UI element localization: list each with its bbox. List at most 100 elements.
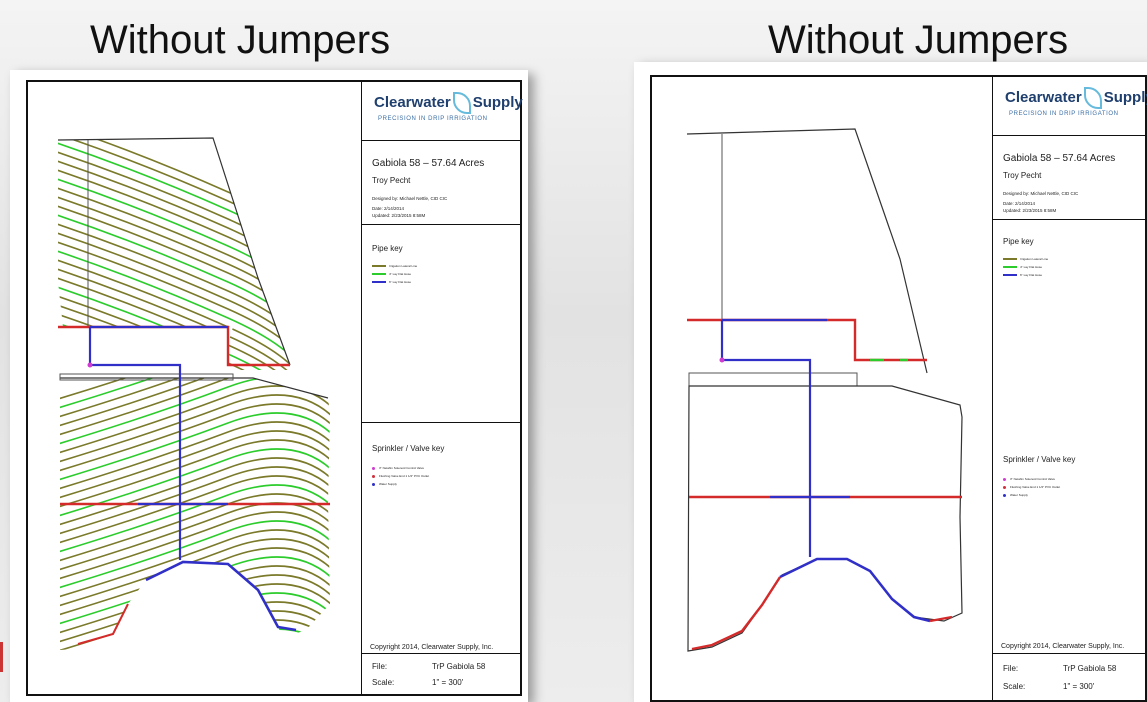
sprinkler-key-label: 3" Netafim Solenoid Control Valve	[1010, 477, 1056, 481]
sprinkler-key-flush: Flushing Valve End 1 1/2" PVC Outlet	[372, 474, 429, 478]
project-info: Gabiola 58 – 57.64 Acres Troy Pecht Desi…	[362, 140, 520, 225]
client-name: Troy Pecht	[372, 176, 411, 185]
date: Date: 2/14/2014	[372, 206, 405, 211]
logo-second-text: Supply	[1103, 88, 1147, 106]
field-boundary	[57, 137, 291, 366]
edge-sliver	[0, 642, 3, 672]
copyright: Copyright 2014, Clearwater Supply, Inc.	[1001, 643, 1125, 650]
contour-line	[60, 378, 330, 403]
dot	[1003, 493, 1006, 497]
contour-line	[60, 378, 330, 430]
sprinkler-key-label: Flushing Valve End 1 1/2" PVC Outlet	[1010, 485, 1061, 489]
file-row: File: TrP Gabiola 58	[372, 662, 485, 671]
leaf-icon	[452, 92, 471, 114]
sprinkler-key-water: Water Supply	[1003, 493, 1028, 497]
scale-label: Scale:	[372, 678, 395, 687]
contour-line	[60, 430, 330, 502]
project-title: Gabiola 58 – 57.64 Acres	[1003, 153, 1116, 164]
valve-marker	[87, 362, 93, 368]
mainline-curve	[145, 560, 297, 632]
swatch	[1003, 258, 1017, 260]
contour-line	[58, 139, 290, 291]
pipe-key-title: Pipe key	[372, 244, 403, 253]
file-info: File: TrP Gabiola 58 Scale: 1" = 300'	[993, 653, 1145, 700]
sprinkler-key-valve: 3" Netafim Solenoid Control Valve	[1003, 477, 1055, 481]
header-curve-red-left	[691, 576, 782, 651]
swatch	[372, 265, 386, 267]
contour-line	[58, 148, 290, 300]
contour-line	[58, 202, 290, 354]
logo-second-text: Supply	[472, 93, 523, 111]
contour-line	[60, 403, 330, 475]
contour-line	[60, 475, 330, 547]
file-row: File: TrP Gabiola 58	[1003, 664, 1116, 673]
heading-right: Without Jumpers	[768, 18, 1069, 62]
road-strip	[688, 372, 858, 387]
project-title: Gabiola 58 – 57.64 Acres	[372, 158, 485, 169]
contour-line	[60, 412, 330, 484]
pipe-key-label: 4" Lay Flat Hose	[389, 272, 412, 276]
logo-main-text: Clearwater	[374, 93, 451, 111]
file-label: File:	[372, 662, 388, 671]
logo-tagline: PRECISION IN DRIP IRRIGATION	[1009, 111, 1119, 117]
date: Date: 2/14/2014	[1003, 201, 1036, 206]
contour-line	[58, 175, 290, 327]
contour-line	[60, 385, 330, 457]
pipe-key-label: 6" Lay Flat Hose	[1020, 273, 1043, 277]
header-pipe-upper	[58, 325, 290, 367]
contour-line	[58, 301, 290, 370]
sprinkler-key-valve: 3" Netafim Solenoid Control Valve	[372, 466, 424, 470]
drawing-frame-left: Clearwater Supply PRECISION IN DRIP IRRIG…	[26, 80, 523, 696]
sprinkler-key-label: Flushing Valve End 1 1/2" PVC Outlet	[379, 474, 430, 478]
file-label: File:	[1003, 664, 1019, 673]
contour-line	[58, 157, 290, 309]
contour-line	[58, 166, 290, 318]
contour-line	[60, 394, 330, 466]
client-name: Troy Pecht	[1003, 171, 1042, 180]
designed-by: Designed by: Michael Nettle, CID CIC	[1003, 191, 1079, 196]
contour-line	[60, 520, 330, 592]
field-boundary-lower	[687, 385, 963, 652]
contour-line	[60, 421, 330, 493]
dot	[372, 474, 375, 478]
pipe-key-lateral: Irrigation Lateral Line	[1003, 257, 1048, 263]
logo-tagline: PRECISION IN DRIP IRRIGATION	[378, 116, 488, 122]
designed-by: Designed by: Michael Nettle, CID CIC	[372, 196, 448, 201]
sprinkler-key-water: Water Supply	[372, 482, 397, 486]
pipe-key-label: Irrigation Lateral Line	[1020, 257, 1049, 261]
pipe-key-label: 6" Lay Flat Hose	[389, 280, 412, 284]
updated-date: Updated: 2/23/2015 8:58M	[1003, 208, 1057, 213]
field-boundary	[686, 128, 928, 374]
file-value: TrP Gabiola 58	[1063, 664, 1117, 673]
field-plan-left	[57, 137, 330, 650]
pipe-key-6in: 6" Lay Flat Hose	[372, 280, 411, 286]
pipe-key-6in: 6" Lay Flat Hose	[1003, 273, 1042, 279]
contour-line	[58, 211, 290, 363]
contour-line	[58, 247, 290, 370]
contour-line	[60, 484, 330, 556]
contour-line	[60, 547, 330, 619]
dot	[372, 466, 375, 470]
contour-line	[58, 220, 290, 370]
contour-line	[60, 439, 330, 511]
contour-line	[58, 138, 290, 282]
swatch	[1003, 274, 1017, 276]
updated-date: Updated: 2/23/2015 8:58M	[372, 213, 426, 218]
title-block-left: Clearwater Supply PRECISION IN DRIP IRRIG…	[361, 82, 523, 694]
sprinkler-key-label: Water Supply	[1010, 493, 1028, 497]
contour-line	[58, 229, 290, 370]
contour-line	[60, 466, 330, 538]
mainline-6in	[88, 327, 182, 560]
dot	[372, 482, 375, 486]
scale-row: Scale: 1" = 300'	[372, 678, 463, 687]
logo-section: Clearwater Supply PRECISION IN DRIP IRRIG…	[362, 82, 523, 141]
file-info: File: TrP Gabiola 58 Scale: 1" = 300'	[362, 653, 520, 694]
scale-label: Scale:	[1003, 682, 1026, 691]
road-strip	[59, 373, 234, 381]
swatch	[372, 281, 386, 283]
mainline-curve	[779, 557, 931, 623]
drawing-frame-right: Clearwater Supply PRECISION IN DRIP IRRIG…	[650, 75, 1147, 702]
contour-line	[60, 502, 330, 574]
contour-line	[60, 511, 330, 583]
title-block-right: Clearwater Supply PRECISION IN DRIP IRRIG…	[992, 77, 1147, 700]
